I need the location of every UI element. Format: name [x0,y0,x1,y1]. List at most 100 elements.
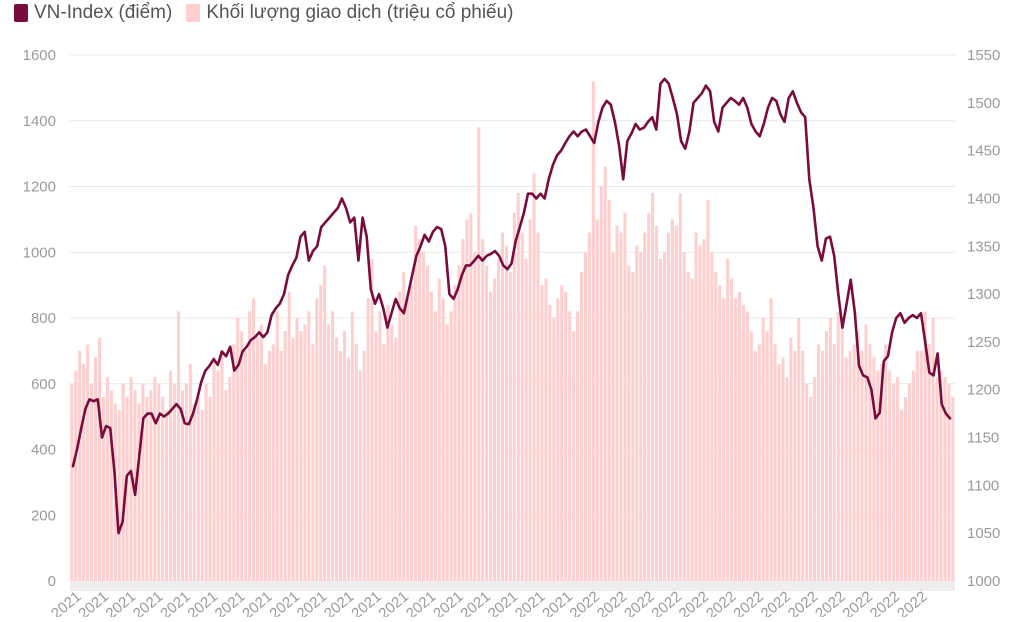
volume-bar [165,410,169,581]
volume-bar [188,364,192,581]
volume-bar [390,324,394,581]
volume-bar [141,383,145,581]
volume-bar [587,232,591,581]
volume-bar [635,245,639,582]
volume-bar [576,311,580,581]
volume-bar [947,383,951,581]
volume-bar [315,298,319,581]
volume-bar [386,304,390,581]
legend-swatch-vnindex [14,4,28,22]
volume-bar [342,331,346,581]
volume-bar [421,252,425,581]
x-axis-band [70,581,955,591]
volume-bar [655,225,659,581]
volume-bar [888,370,892,581]
volume-bar [524,258,528,581]
volume-bar [255,337,260,581]
legend-label-volume: Khối lượng giao dịch (triệu cổ phiếu) [206,2,514,23]
y-axis-right-labels: 1000 1050 1100 1150 1200 1250 1300 1350 1400 1450… [967,47,1000,590]
x-axis-labels: 2021202120212021202120212021202120212021… [48,588,930,622]
volume-bar [74,370,78,581]
volume-bar [481,239,485,581]
y-right-tick-label: 1450 [967,143,1000,160]
volume-bar [279,350,283,581]
y-right-tick-label: 1250 [967,334,1000,351]
volume-bar [429,291,433,581]
volume-bar [907,383,911,581]
volume-bar [216,370,220,581]
volume-bar [568,311,572,581]
volume-bar [702,239,706,581]
volume-bar [275,311,279,581]
volume-bar [595,219,599,581]
volume-bar [773,344,777,581]
volume-bar [457,265,461,581]
volume-bar [836,311,840,581]
volume-bar [714,271,718,581]
y-axis-left-labels: 0 200 400 600 800 1000 1200 1400 1600 [23,47,56,590]
volume-bar [931,318,935,581]
volume-bar [852,344,856,581]
volume-bar [828,318,832,581]
volume-bar [738,291,742,581]
y-right-tick-label: 1000 [967,573,1000,590]
volume-bar [603,166,607,581]
volume-bar [631,271,635,581]
volume-bar [647,212,651,582]
y-left-tick-label: 0 [48,573,56,590]
volume-bar [615,225,619,581]
volume-bar [224,390,228,581]
volume-bar [220,350,224,581]
y-right-tick-label: 1300 [967,286,1000,303]
volume-bar [698,245,702,582]
volume-bar [287,291,291,581]
volume-bar [682,252,686,581]
volume-bar [556,298,560,581]
volume-bar [722,298,726,581]
legend-item-vnindex: VN-Index (điểm) [14,2,172,24]
volume-bar [259,324,263,581]
volume-bar [627,265,631,581]
volume-bar [410,285,414,581]
volume-bar [923,311,927,581]
volume-bar [844,357,848,581]
volume-bar [97,337,102,581]
volume-bar [161,396,165,581]
volume-bar [86,344,90,581]
volume-bar [101,396,105,581]
volume-bar [176,311,181,581]
volume-bar [805,383,809,581]
volume-bar [489,291,493,581]
volume-bar [872,357,876,581]
y-left-tick-label: 400 [31,442,56,459]
volume-bar [896,377,900,581]
y-right-tick-label: 1500 [967,95,1000,112]
volume-bar [508,271,512,581]
volume-bar [70,383,74,581]
volume-bar [817,344,821,581]
volume-bar [414,225,418,581]
volume-bar [370,258,374,581]
volume-bar [564,291,568,581]
volume-bar [864,324,868,581]
volume-bar [374,331,378,581]
legend-swatch-volume [186,4,201,22]
volume-bar [184,383,188,581]
volume-bar [761,318,765,581]
legend-item-volume: Khối lượng giao dịch (triệu cổ phiếu) [186,2,514,24]
volume-bar [244,350,248,581]
volume-bar [394,337,398,581]
volume-bar [271,344,275,581]
volume-bars [70,81,955,582]
volume-bar [327,324,331,581]
volume-bar [350,311,354,581]
volume-bar [516,193,520,581]
volume-bar [801,350,805,581]
volume-bar [552,318,556,581]
volume-bar [884,344,888,581]
volume-bar [662,252,666,581]
y-left-tick-label: 800 [31,310,56,327]
volume-bar [935,377,939,581]
volume-bar [477,127,481,581]
volume-bar [943,377,947,581]
